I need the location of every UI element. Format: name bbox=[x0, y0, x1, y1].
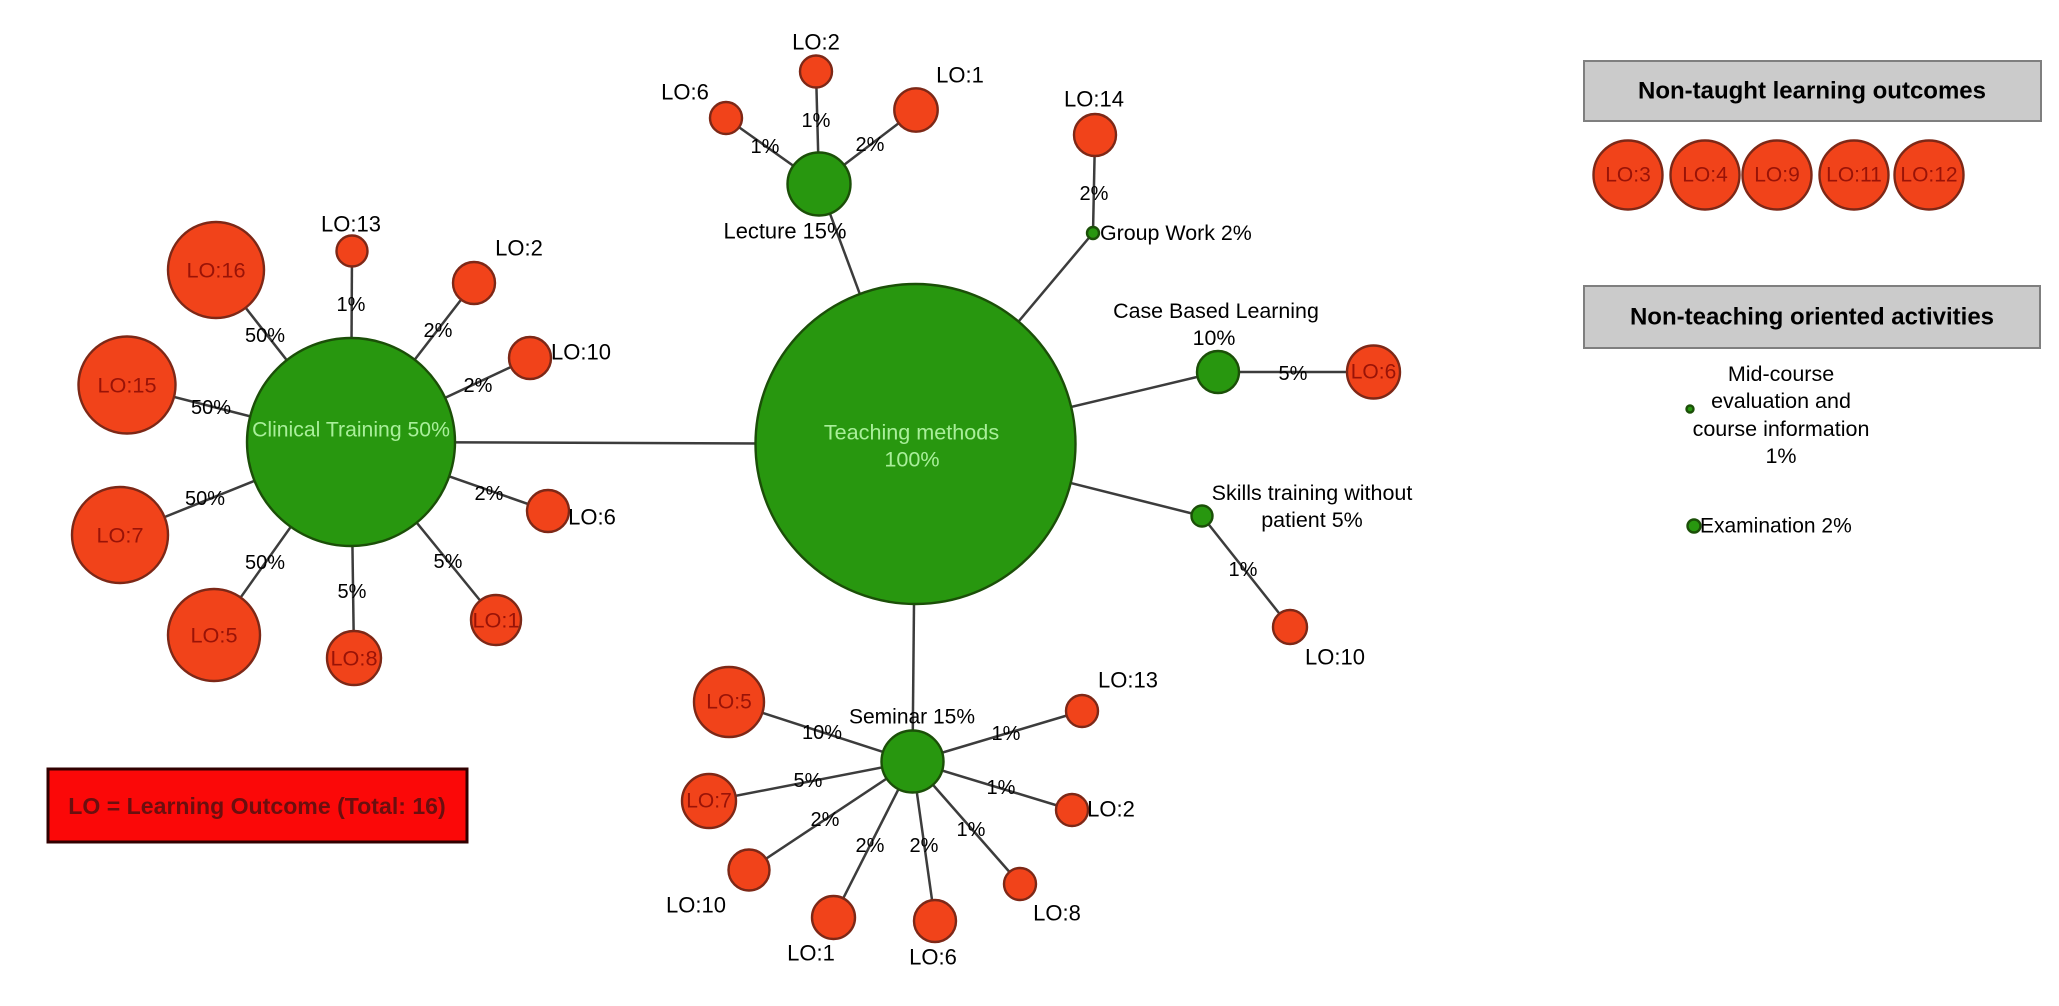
svg-text:LO:2: LO:2 bbox=[1087, 797, 1135, 822]
svg-text:LO:1: LO:1 bbox=[472, 608, 519, 633]
svg-text:Case Based Learning: Case Based Learning bbox=[1113, 299, 1319, 323]
svg-text:2%: 2% bbox=[856, 134, 885, 156]
svg-text:1%: 1% bbox=[992, 723, 1021, 745]
svg-text:50%: 50% bbox=[185, 488, 225, 510]
svg-text:Non-taught learning outcomes: Non-taught learning outcomes bbox=[1638, 78, 1986, 105]
svg-text:LO:8: LO:8 bbox=[1033, 901, 1081, 926]
svg-text:LO:6: LO:6 bbox=[661, 80, 709, 105]
svg-text:Mid-course: Mid-course bbox=[1728, 362, 1834, 386]
svg-text:2%: 2% bbox=[856, 835, 885, 857]
svg-text:LO:11: LO:11 bbox=[1826, 164, 1882, 187]
svg-text:LO:6: LO:6 bbox=[568, 505, 616, 530]
svg-text:LO:6: LO:6 bbox=[1351, 361, 1397, 384]
svg-text:LO:13: LO:13 bbox=[321, 212, 381, 237]
svg-text:2%: 2% bbox=[811, 809, 840, 831]
svg-text:5%: 5% bbox=[338, 581, 367, 603]
svg-text:course information: course information bbox=[1693, 417, 1870, 441]
svg-text:LO:5: LO:5 bbox=[190, 623, 237, 648]
svg-text:LO:2: LO:2 bbox=[495, 236, 543, 261]
svg-text:LO:1: LO:1 bbox=[787, 941, 835, 966]
svg-text:LO:7: LO:7 bbox=[686, 790, 732, 813]
svg-text:LO:10: LO:10 bbox=[1305, 645, 1365, 670]
svg-text:LO:16: LO:16 bbox=[186, 258, 245, 283]
svg-text:LO:10: LO:10 bbox=[551, 340, 611, 365]
svg-text:LO:12: LO:12 bbox=[1900, 164, 1957, 187]
svg-text:LO:7: LO:7 bbox=[96, 523, 143, 548]
svg-text:1%: 1% bbox=[1765, 444, 1796, 468]
svg-text:50%: 50% bbox=[191, 397, 231, 419]
svg-text:5%: 5% bbox=[1279, 363, 1308, 385]
svg-text:1%: 1% bbox=[751, 136, 780, 158]
svg-text:Examination 2%: Examination 2% bbox=[1700, 515, 1852, 538]
svg-text:Skills training without: Skills training without bbox=[1212, 481, 1413, 505]
svg-text:5%: 5% bbox=[434, 551, 463, 573]
svg-text:10%: 10% bbox=[802, 722, 842, 744]
svg-text:LO:2: LO:2 bbox=[792, 30, 840, 55]
svg-text:LO:14: LO:14 bbox=[1064, 87, 1124, 112]
svg-text:LO:15: LO:15 bbox=[97, 373, 156, 398]
svg-text:100%: 100% bbox=[884, 447, 939, 472]
svg-text:Non-teaching oriented activiti: Non-teaching oriented activities bbox=[1630, 304, 1994, 331]
svg-text:1%: 1% bbox=[337, 294, 366, 316]
svg-text:2%: 2% bbox=[1080, 183, 1109, 205]
svg-text:LO = Learning Outcome (Total:: LO = Learning Outcome (Total: 16) bbox=[68, 793, 445, 819]
svg-text:Lecture 15%: Lecture 15% bbox=[724, 219, 847, 244]
svg-text:10%: 10% bbox=[1193, 326, 1236, 350]
svg-text:LO:4: LO:4 bbox=[1682, 164, 1728, 187]
svg-text:1%: 1% bbox=[802, 110, 831, 132]
svg-text:50%: 50% bbox=[245, 552, 285, 574]
svg-text:5%: 5% bbox=[794, 770, 823, 792]
svg-text:50%: 50% bbox=[245, 325, 285, 347]
svg-text:Teaching methods: Teaching methods bbox=[824, 420, 999, 445]
svg-text:1%: 1% bbox=[957, 819, 986, 841]
svg-text:LO:3: LO:3 bbox=[1605, 164, 1651, 187]
svg-text:2%: 2% bbox=[464, 375, 493, 397]
svg-text:2%: 2% bbox=[910, 835, 939, 857]
svg-text:Clinical Training 50%: Clinical Training 50% bbox=[252, 419, 450, 442]
svg-text:LO:8: LO:8 bbox=[330, 646, 377, 671]
svg-text:LO:13: LO:13 bbox=[1098, 668, 1158, 693]
svg-text:1%: 1% bbox=[1229, 559, 1258, 581]
svg-text:LO:5: LO:5 bbox=[706, 691, 752, 714]
svg-text:patient 5%: patient 5% bbox=[1261, 508, 1363, 532]
svg-text:Group Work 2%: Group Work 2% bbox=[1100, 221, 1252, 245]
svg-text:evaluation and: evaluation and bbox=[1711, 389, 1851, 413]
svg-text:2%: 2% bbox=[475, 483, 504, 505]
svg-text:LO:1: LO:1 bbox=[936, 63, 984, 88]
svg-text:1%: 1% bbox=[987, 777, 1016, 799]
svg-text:LO:10: LO:10 bbox=[666, 893, 726, 918]
svg-text:LO:6: LO:6 bbox=[909, 945, 957, 970]
svg-text:Seminar 15%: Seminar 15% bbox=[849, 706, 975, 729]
svg-text:2%: 2% bbox=[424, 320, 453, 342]
svg-text:LO:9: LO:9 bbox=[1754, 164, 1800, 187]
